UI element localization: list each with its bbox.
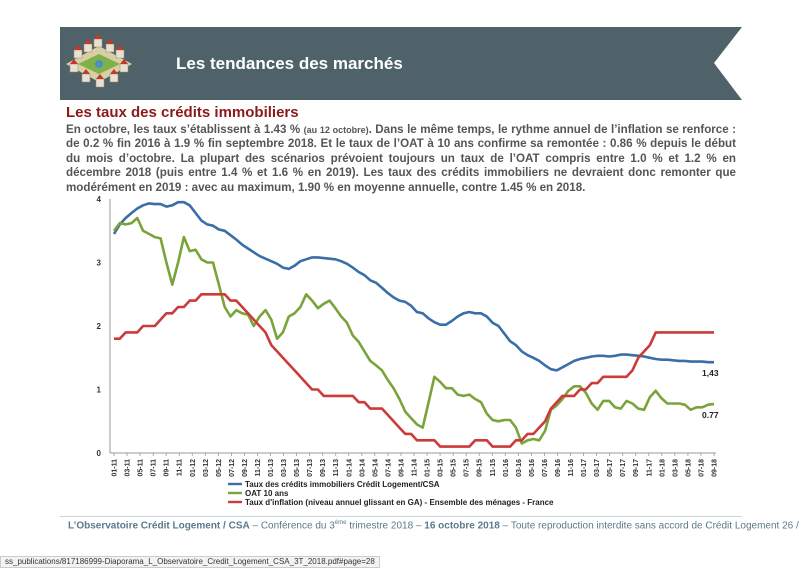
y-tick-label: 3 — [97, 259, 102, 268]
x-tick-label: 01-17 — [581, 459, 588, 477]
x-tick-label: 05-12 — [216, 459, 223, 477]
header-banner — [60, 27, 742, 100]
x-tick-label: 09-15 — [477, 459, 484, 477]
intro-paragraph: En octobre, les taux s’établissent à 1.4… — [66, 123, 736, 195]
x-tick-label: 05-15 — [451, 459, 458, 477]
footer-rest: – Toute reproduction interdite sans acco… — [499, 520, 800, 532]
x-tick-label: 05-16 — [529, 459, 536, 477]
houses-icon — [66, 34, 132, 88]
footer: L’Observatoire Crédit Logement / CSA – C… — [68, 520, 800, 532]
x-tick-label: 07-15 — [464, 459, 471, 477]
y-tick-label: 4 — [97, 195, 102, 204]
x-tick-label: 07-14 — [385, 459, 392, 477]
x-tick-label: 07-16 — [542, 459, 549, 477]
x-tick-label: 03-11 — [125, 459, 132, 477]
x-tick-label: 07-18 — [698, 459, 705, 477]
x-tick-label: 07-11 — [151, 459, 158, 477]
series-line-2 — [112, 216, 715, 445]
x-tick-label: 11-12 — [255, 459, 262, 477]
x-tick-label: 05-13 — [294, 459, 301, 477]
x-tick-label: 03-15 — [438, 459, 445, 477]
x-tick-label: 09-17 — [633, 459, 640, 477]
x-tick-label: 11-13 — [333, 459, 340, 477]
x-tick-label: 09-13 — [320, 459, 327, 477]
legend-label: Taux d'inflation (niveau annuel glissant… — [245, 498, 554, 507]
x-tick-label: 05-17 — [607, 459, 614, 477]
x-tick-label: 05-18 — [685, 459, 692, 477]
x-tick-label: 07-13 — [307, 459, 314, 477]
x-tick-label: 03-16 — [516, 459, 523, 477]
x-tick-label: 01-12 — [190, 459, 197, 477]
x-tick-label: 01-18 — [659, 459, 666, 477]
x-tick-label: 07-12 — [229, 459, 236, 477]
series-line-1 — [112, 200, 714, 372]
y-tick-label: 1 — [97, 386, 102, 395]
x-tick-label: 07-17 — [620, 459, 627, 477]
x-tick-label: 09-14 — [398, 459, 405, 477]
x-tick-label: 11-17 — [646, 459, 653, 477]
footer-conf: trimestre 2018 – — [346, 520, 425, 532]
x-tick-label: 09-16 — [555, 459, 562, 477]
x-tick-label: 09-12 — [242, 459, 249, 477]
status-bar-url: ss_publications/817186999-Diaporama_L_Ob… — [0, 556, 380, 568]
x-tick-label: 01-11 — [112, 459, 119, 477]
footer-sup: ème — [334, 520, 347, 526]
x-tick-label: 01-13 — [268, 459, 275, 477]
page-title: Les tendances des marchés — [176, 54, 403, 73]
x-tick-label: 03-12 — [203, 459, 210, 477]
intro-text-2: . Dans le même temps, le rythme annuel d… — [66, 123, 736, 194]
series-line-3 — [114, 292, 714, 448]
x-tick-label: 03-17 — [594, 459, 601, 477]
y-tick-label: 0 — [97, 449, 102, 458]
x-tick-label: 05-11 — [138, 459, 145, 477]
y-tick-label: 2 — [97, 322, 102, 331]
x-tick-label: 03-14 — [359, 459, 366, 477]
section-subtitle: Les taux des crédits immobiliers — [66, 104, 299, 121]
x-tick-label: 11-14 — [412, 459, 419, 477]
footer-conf-prefix: – Conférence du 3 — [249, 520, 335, 532]
series-end-label: 1,43 — [702, 368, 719, 378]
x-tick-label: 01-16 — [503, 459, 510, 477]
legend-label: OAT 10 ans — [245, 489, 289, 498]
x-tick-label: 01-15 — [425, 459, 432, 477]
x-tick-label: 03-13 — [281, 459, 288, 477]
x-tick-label: 09-11 — [164, 459, 171, 477]
x-tick-label: 03-18 — [672, 459, 679, 477]
footer-org: L’Observatoire Crédit Logement / CSA — [68, 520, 250, 532]
x-tick-label: 11-16 — [568, 459, 575, 477]
x-tick-label: 11-11 — [177, 459, 184, 476]
series-end-label: 0.77 — [702, 410, 719, 420]
x-tick-label: 11-15 — [490, 459, 497, 477]
legend-label: Taux des crédits immobiliers Crédit Loge… — [245, 480, 440, 489]
intro-date-note: (au 12 octobre) — [303, 125, 369, 135]
x-tick-label: 05-14 — [372, 459, 379, 477]
footer-divider — [60, 516, 742, 517]
x-tick-label: 09-18 — [712, 459, 719, 477]
x-tick-label: 01-14 — [346, 459, 353, 477]
footer-date: 16 octobre 2018 — [424, 520, 500, 532]
intro-text-1: En octobre, les taux s’établissent à 1.4… — [66, 123, 304, 136]
